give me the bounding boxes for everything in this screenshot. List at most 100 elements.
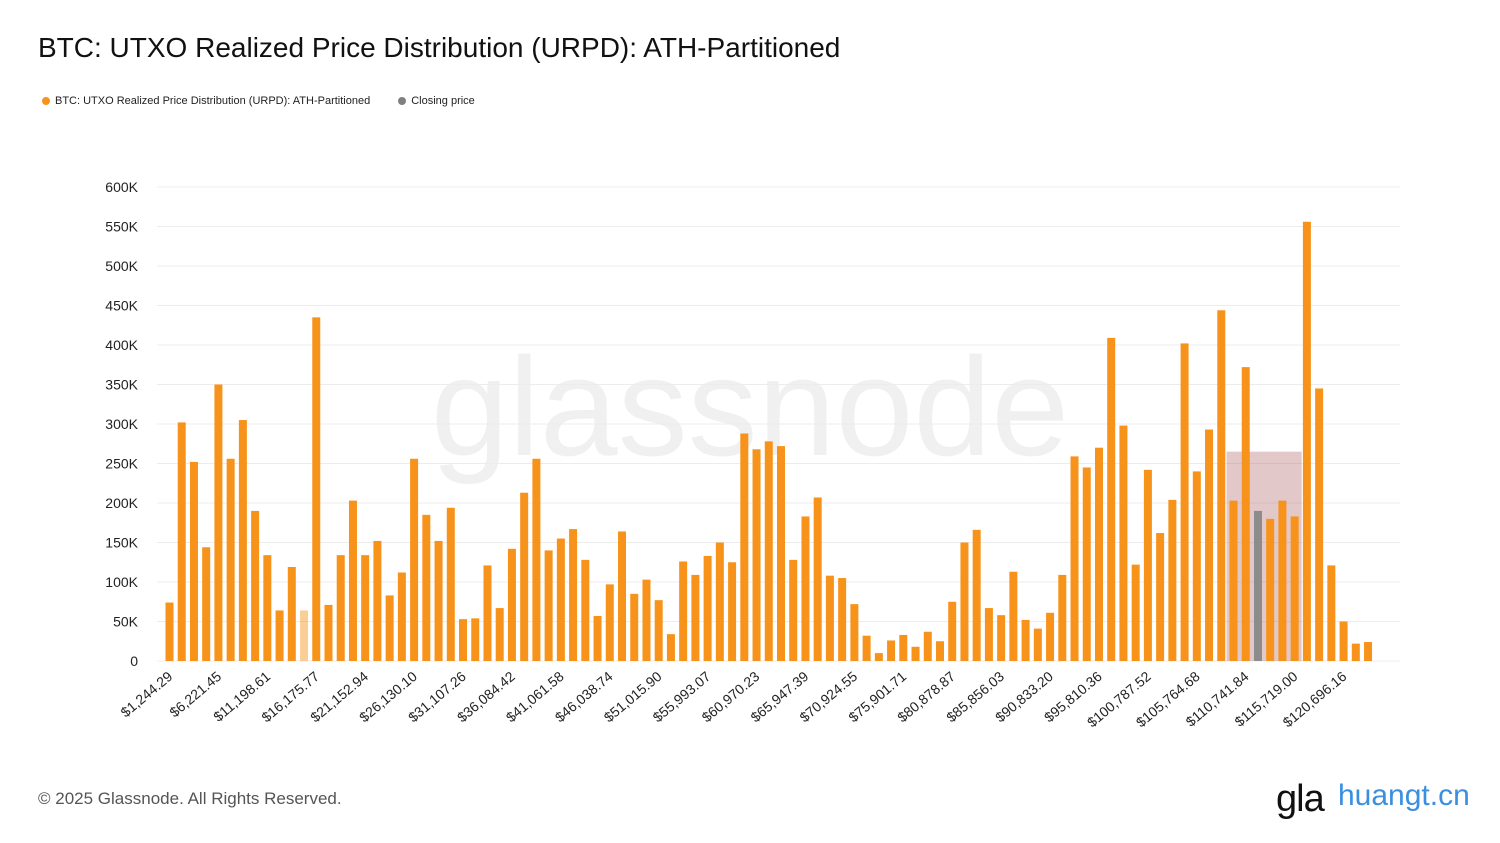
urpd-bar [1315, 388, 1324, 661]
urpd-bar [189, 461, 198, 661]
urpd-bar [1180, 343, 1189, 661]
urpd-bar [593, 615, 602, 661]
urpd-bar [569, 529, 578, 661]
highlight-layer [1226, 451, 1302, 661]
urpd-bar [691, 574, 700, 661]
urpd-bar [238, 420, 247, 661]
urpd-bar [1009, 571, 1018, 661]
urpd-bar [556, 538, 565, 661]
urpd-bar [777, 446, 785, 661]
urpd-bar [459, 619, 468, 661]
urpd-bar [532, 458, 541, 661]
urpd-bar [740, 433, 749, 661]
urpd-bar [324, 604, 333, 661]
y-tick-label: 50K [113, 614, 139, 630]
urpd-bar [361, 555, 370, 661]
legend-item-closing-price[interactable]: Closing price [398, 95, 475, 107]
urpd-bar [813, 497, 822, 661]
closing-price-bar [1253, 510, 1262, 661]
urpd-bar [923, 631, 932, 661]
urpd-bar [862, 635, 871, 661]
urpd-bar [630, 593, 639, 661]
urpd-bar [825, 575, 834, 661]
urpd-bar [1290, 516, 1299, 661]
urpd-bar [1339, 621, 1348, 661]
legend-swatch-closing-price [398, 97, 407, 105]
urpd-bar-faded [300, 610, 309, 661]
urpd-bar [1021, 619, 1030, 661]
y-tick-label: 350K [105, 377, 138, 393]
urpd-bar [520, 492, 529, 661]
urpd-bar [1107, 337, 1116, 661]
glassnode-watermark: glassnode [431, 328, 1069, 485]
chart-legend: BTC: UTXO Realized Price Distribution (U… [42, 95, 475, 107]
urpd-bar [703, 555, 712, 661]
y-tick-label: 250K [105, 456, 138, 472]
urpd-bar [1241, 367, 1250, 661]
urpd-bar [618, 531, 627, 661]
urpd-bar [1119, 425, 1128, 661]
legend-label-closing-price: Closing price [411, 95, 475, 107]
y-tick-label: 0 [130, 653, 138, 669]
urpd-bar [1364, 642, 1373, 661]
urpd-bar [1192, 471, 1201, 661]
urpd-bar [997, 615, 1006, 661]
y-tick-label: 550K [105, 219, 138, 235]
urpd-bar [715, 542, 724, 661]
urpd-bar [984, 608, 993, 661]
urpd-bar [336, 555, 345, 661]
urpd-bar [1046, 612, 1055, 661]
urpd-bar [874, 653, 883, 661]
y-tick-label: 600K [105, 179, 138, 195]
urpd-bar [226, 458, 235, 661]
site-watermark: huangt.cn [1338, 779, 1470, 813]
y-tick-label: 500K [105, 258, 138, 274]
urpd-bar [1082, 467, 1091, 661]
y-axis: 0 50K 100K 150K 200K 250K 300K 350K 400K 450K 500K… [105, 179, 138, 669]
urpd-bar [1058, 574, 1067, 661]
urpd-bar [1143, 469, 1152, 661]
x-tick-label: $1,244.29 [117, 668, 175, 720]
bar-layer [165, 221, 1373, 661]
urpd-bar [312, 317, 321, 661]
urpd-bar [1168, 499, 1177, 661]
urpd-bar [911, 646, 920, 661]
urpd-bar [1094, 447, 1103, 661]
legend-item-urpd[interactable]: BTC: UTXO Realized Price Distribution (U… [42, 95, 370, 107]
y-tick-label: 200K [105, 495, 138, 511]
urpd-bar [385, 595, 394, 661]
urpd-bar [642, 579, 651, 661]
urpd-bar [679, 561, 688, 661]
urpd-bar [1278, 500, 1287, 661]
urpd-bar [471, 618, 480, 661]
urpd-bar [446, 507, 455, 661]
urpd-bar [214, 384, 223, 661]
glassnode-logo: gla [1276, 778, 1325, 820]
y-tick-label: 150K [105, 535, 138, 551]
urpd-bar [1351, 643, 1360, 661]
urpd-bar [1302, 221, 1311, 661]
urpd-bar [287, 566, 296, 661]
urpd-bar [605, 584, 614, 661]
urpd-bar [1327, 565, 1336, 661]
y-tick-label: 300K [105, 416, 138, 432]
urpd-bar [972, 529, 981, 661]
urpd-bar [789, 559, 798, 661]
urpd-bar [1156, 533, 1165, 661]
y-tick-label: 450K [105, 298, 138, 314]
urpd-bar [202, 547, 211, 661]
legend-swatch-urpd [42, 97, 50, 105]
urpd-bar [752, 449, 761, 661]
urpd-bar [764, 441, 773, 661]
x-axis: $1,244.29$6,221.45$11,198.61$16,175.77$2… [117, 668, 1349, 730]
chart-title: BTC: UTXO Realized Price Distribution (U… [38, 32, 841, 63]
urpd-bar [887, 640, 896, 661]
urpd-bar [1266, 518, 1275, 661]
urpd-bar [495, 608, 504, 661]
y-tick-label: 100K [105, 574, 138, 590]
urpd-bar [1070, 456, 1079, 661]
urpd-bar [1217, 310, 1226, 661]
urpd-bar [1033, 628, 1042, 661]
urpd-bar [483, 565, 492, 661]
